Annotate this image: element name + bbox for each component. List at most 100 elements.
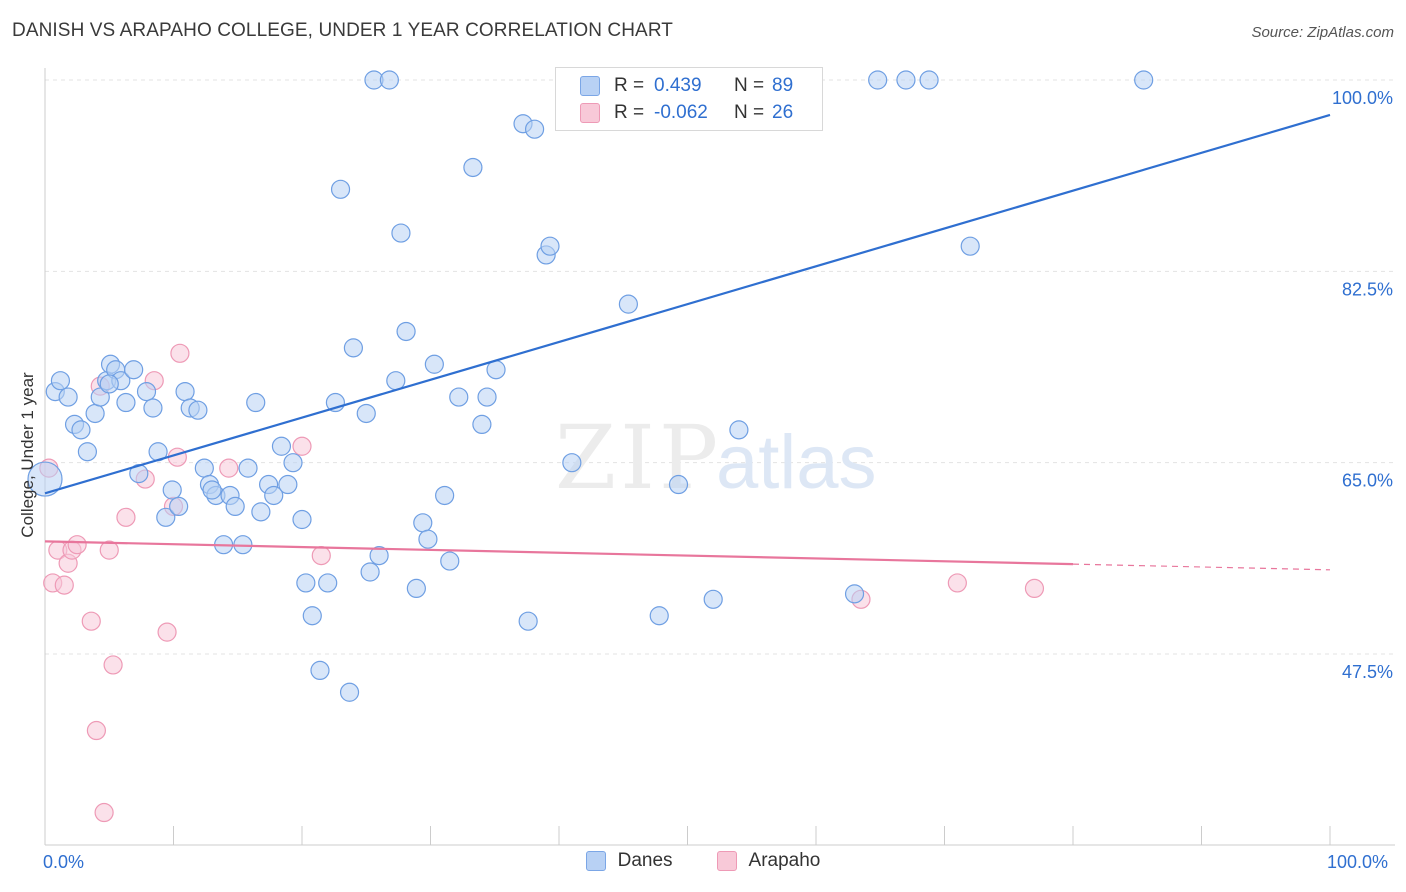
- arapaho-point[interactable]: [81, 611, 101, 631]
- danes-point[interactable]: [310, 660, 330, 681]
- danes-point[interactable]: [85, 403, 105, 424]
- x-tick-label-max: 100.0%: [1327, 852, 1389, 872]
- arapaho-point[interactable]: [219, 458, 239, 478]
- danes-point[interactable]: [440, 551, 460, 571]
- danes-point[interactable]: [449, 387, 469, 407]
- danes-point[interactable]: [418, 529, 438, 549]
- danes-point[interactable]: [868, 70, 888, 90]
- danes-point[interactable]: [143, 398, 163, 418]
- arapaho-point[interactable]: [170, 343, 190, 363]
- danes-point[interactable]: [194, 458, 214, 478]
- danes-r-value: 0.439: [654, 75, 702, 96]
- danes-point[interactable]: [71, 420, 91, 440]
- danes-point[interactable]: [27, 461, 63, 497]
- danes-point[interactable]: [318, 573, 338, 593]
- danes-point[interactable]: [618, 294, 638, 314]
- arapaho-point[interactable]: [103, 655, 123, 675]
- danes-point[interactable]: [264, 485, 284, 506]
- arapaho-trendline-extension: [1072, 563, 1331, 571]
- arapaho-point[interactable]: [54, 575, 74, 595]
- danes-point[interactable]: [188, 400, 208, 420]
- arapaho-point[interactable]: [116, 507, 136, 527]
- danes-point[interactable]: [296, 573, 316, 593]
- danes-point[interactable]: [343, 338, 363, 358]
- danes-point[interactable]: [238, 458, 258, 478]
- danes-point[interactable]: [156, 507, 176, 527]
- danes-point[interactable]: [540, 236, 560, 256]
- legend-label-danes: Danes: [617, 850, 673, 871]
- danes-point[interactable]: [369, 545, 389, 566]
- danes-point[interactable]: [124, 360, 144, 380]
- watermark: ZIP atlas: [555, 406, 877, 509]
- danes-point[interactable]: [58, 387, 78, 407]
- danes-point[interactable]: [246, 392, 266, 413]
- arapaho-point[interactable]: [1024, 578, 1045, 599]
- danes-point[interactable]: [729, 420, 749, 440]
- danes-point[interactable]: [175, 382, 195, 402]
- danes-point[interactable]: [386, 371, 406, 391]
- arapaho-point[interactable]: [157, 622, 177, 642]
- y-tick-label: 65.0%: [1342, 471, 1393, 491]
- danes-point[interactable]: [562, 453, 582, 473]
- arapaho-point[interactable]: [86, 720, 107, 741]
- danes-point[interactable]: [169, 496, 189, 516]
- danes-point[interactable]: [919, 70, 939, 90]
- danes-point[interactable]: [1134, 70, 1154, 90]
- danes-point[interactable]: [116, 392, 136, 413]
- danes-point[interactable]: [283, 453, 303, 473]
- danes-point[interactable]: [136, 382, 157, 402]
- source-label: Source: ZipAtlas.com: [1251, 24, 1394, 41]
- danes-point[interactable]: [330, 179, 351, 199]
- danes-point[interactable]: [391, 223, 411, 243]
- danes-point[interactable]: [77, 442, 98, 462]
- danes-point[interactable]: [396, 321, 416, 342]
- danes-point[interactable]: [379, 70, 399, 90]
- danes-swatch: [580, 76, 600, 96]
- danes-point[interactable]: [896, 70, 916, 90]
- danes-point[interactable]: [463, 157, 483, 178]
- arapaho-point[interactable]: [67, 535, 87, 555]
- arapaho-point[interactable]: [94, 802, 114, 823]
- danes-point[interactable]: [649, 606, 669, 626]
- danes-point[interactable]: [99, 374, 119, 394]
- danes-point[interactable]: [844, 584, 865, 604]
- danes-point[interactable]: [162, 480, 182, 500]
- danes-point[interactable]: [339, 682, 360, 702]
- danes-point[interactable]: [406, 578, 426, 599]
- danes-point[interactable]: [202, 480, 222, 500]
- danes-point[interactable]: [960, 236, 980, 256]
- y-tick-label: 82.5%: [1342, 279, 1393, 299]
- legend-item-danes[interactable]: Danes: [585, 850, 673, 872]
- danes-point[interactable]: [703, 589, 723, 609]
- danes-point[interactable]: [251, 502, 271, 522]
- danes-point[interactable]: [50, 371, 71, 391]
- axes-layer: [44, 68, 1395, 846]
- danes-point[interactable]: [518, 611, 538, 631]
- danes-point[interactable]: [90, 387, 110, 407]
- danes-point[interactable]: [524, 119, 545, 139]
- danes-point[interactable]: [477, 387, 497, 407]
- danes-point[interactable]: [424, 354, 444, 374]
- arapaho-point[interactable]: [292, 436, 312, 456]
- danes-point[interactable]: [271, 436, 292, 456]
- danes-point[interactable]: [435, 485, 455, 506]
- arapaho-point[interactable]: [99, 540, 119, 560]
- danes-point[interactable]: [360, 562, 380, 582]
- bottom-legend: Danes Arapaho: [0, 850, 1406, 872]
- stats-legend: R = 0.439 N = 89 R = -0.062 N = 26: [555, 67, 823, 131]
- danes-point[interactable]: [413, 513, 433, 533]
- arapaho-point[interactable]: [311, 545, 331, 566]
- danes-point[interactable]: [278, 474, 298, 495]
- y-axis-label: College, Under 1 year: [18, 372, 37, 538]
- arapaho-point[interactable]: [947, 573, 967, 593]
- danes-point[interactable]: [302, 606, 322, 626]
- danes-point[interactable]: [225, 496, 245, 516]
- arapaho-n-value: 26: [772, 102, 794, 123]
- danes-point[interactable]: [292, 509, 312, 530]
- danes-point[interactable]: [668, 474, 689, 495]
- arapaho-swatch: [580, 103, 600, 123]
- danes-point[interactable]: [472, 414, 492, 434]
- danes-point[interactable]: [356, 403, 376, 424]
- legend-item-arapaho[interactable]: Arapaho: [716, 850, 820, 872]
